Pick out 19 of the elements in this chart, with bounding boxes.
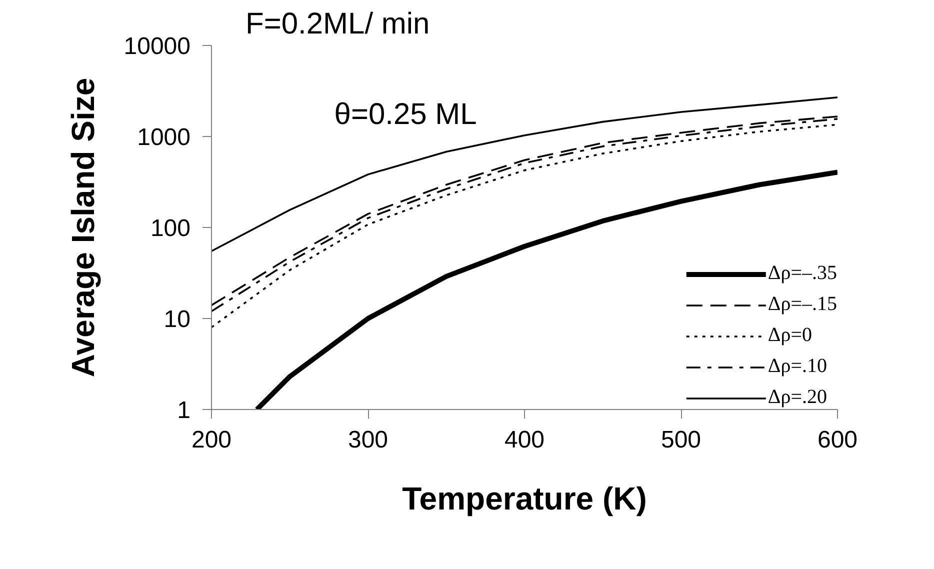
y-tick-label: 100 xyxy=(150,215,191,242)
x-tick-label: 300 xyxy=(348,426,388,454)
x-axis-title: Temperature (K) xyxy=(402,480,647,516)
x-tick-label: 500 xyxy=(660,426,702,454)
y-tick-label: 10000 xyxy=(124,33,191,60)
legend-label: Δρ=–.35 xyxy=(768,262,837,285)
chart-title: F=0.2ML/ min xyxy=(246,8,430,40)
y-tick-label: 1000 xyxy=(137,124,190,151)
x-tick-label: 400 xyxy=(504,426,545,454)
y-tick-label: 1 xyxy=(177,397,191,424)
legend-label: Δρ=–.15 xyxy=(768,293,837,316)
legend-label: Δρ=.20 xyxy=(768,386,827,409)
legend-label: Δρ=0 xyxy=(768,324,812,347)
x-tick-label: 600 xyxy=(817,426,858,454)
y-tick-label: 10 xyxy=(164,306,191,333)
text: θ=0.25 ML xyxy=(334,98,477,132)
x-tick-label: 200 xyxy=(191,426,232,454)
y-axis-title: Average Island Size xyxy=(64,78,101,378)
legend-label: Δρ=.10 xyxy=(768,355,827,378)
